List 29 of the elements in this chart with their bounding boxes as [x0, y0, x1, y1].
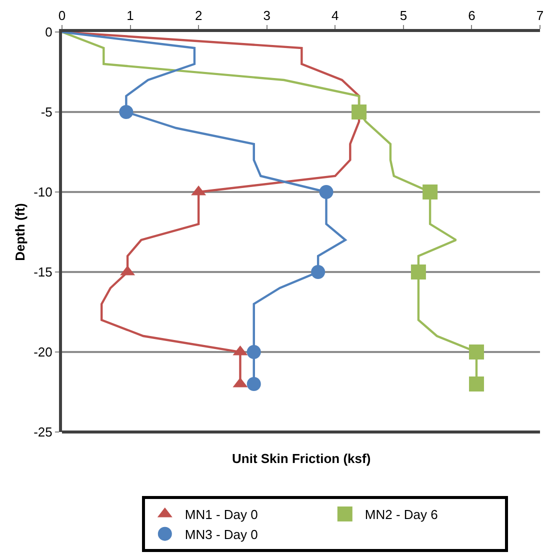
point: [246, 345, 261, 359]
point: [468, 376, 484, 392]
point: [311, 265, 326, 279]
y-tick-label: -15: [34, 264, 52, 280]
x-tick-label: 1: [126, 8, 134, 23]
x-tick-label: 6: [468, 8, 476, 23]
legend-label: MN1 - Day 0: [184, 507, 258, 522]
x-tick-label: 3: [263, 8, 270, 23]
legend-label: MN3 - Day 0: [184, 526, 258, 542]
legend-label: MN2 - Day 6: [364, 507, 438, 522]
x-axis-title: Unit Skin Friction (ksf): [232, 451, 371, 466]
x-tick-label: 2: [194, 8, 202, 23]
x-tick-label: 0: [58, 8, 66, 23]
y-tick-label: -5: [40, 104, 52, 120]
y-axis-title: Depth (ft): [12, 203, 28, 261]
point: [246, 377, 261, 391]
x-tick-label: 7: [536, 8, 544, 23]
point: [422, 184, 438, 200]
y-tick-label: -20: [34, 344, 52, 360]
point: [352, 104, 367, 120]
point: [319, 185, 334, 199]
point: [119, 105, 134, 119]
y-tick-label: 0: [45, 24, 52, 40]
y-tick-label: -25: [34, 424, 52, 440]
point: [468, 344, 484, 360]
y-tick-label: -10: [34, 184, 52, 200]
point: [410, 264, 426, 280]
x-tick-label: 4: [332, 8, 339, 23]
x-tick-label: 5: [400, 8, 408, 23]
